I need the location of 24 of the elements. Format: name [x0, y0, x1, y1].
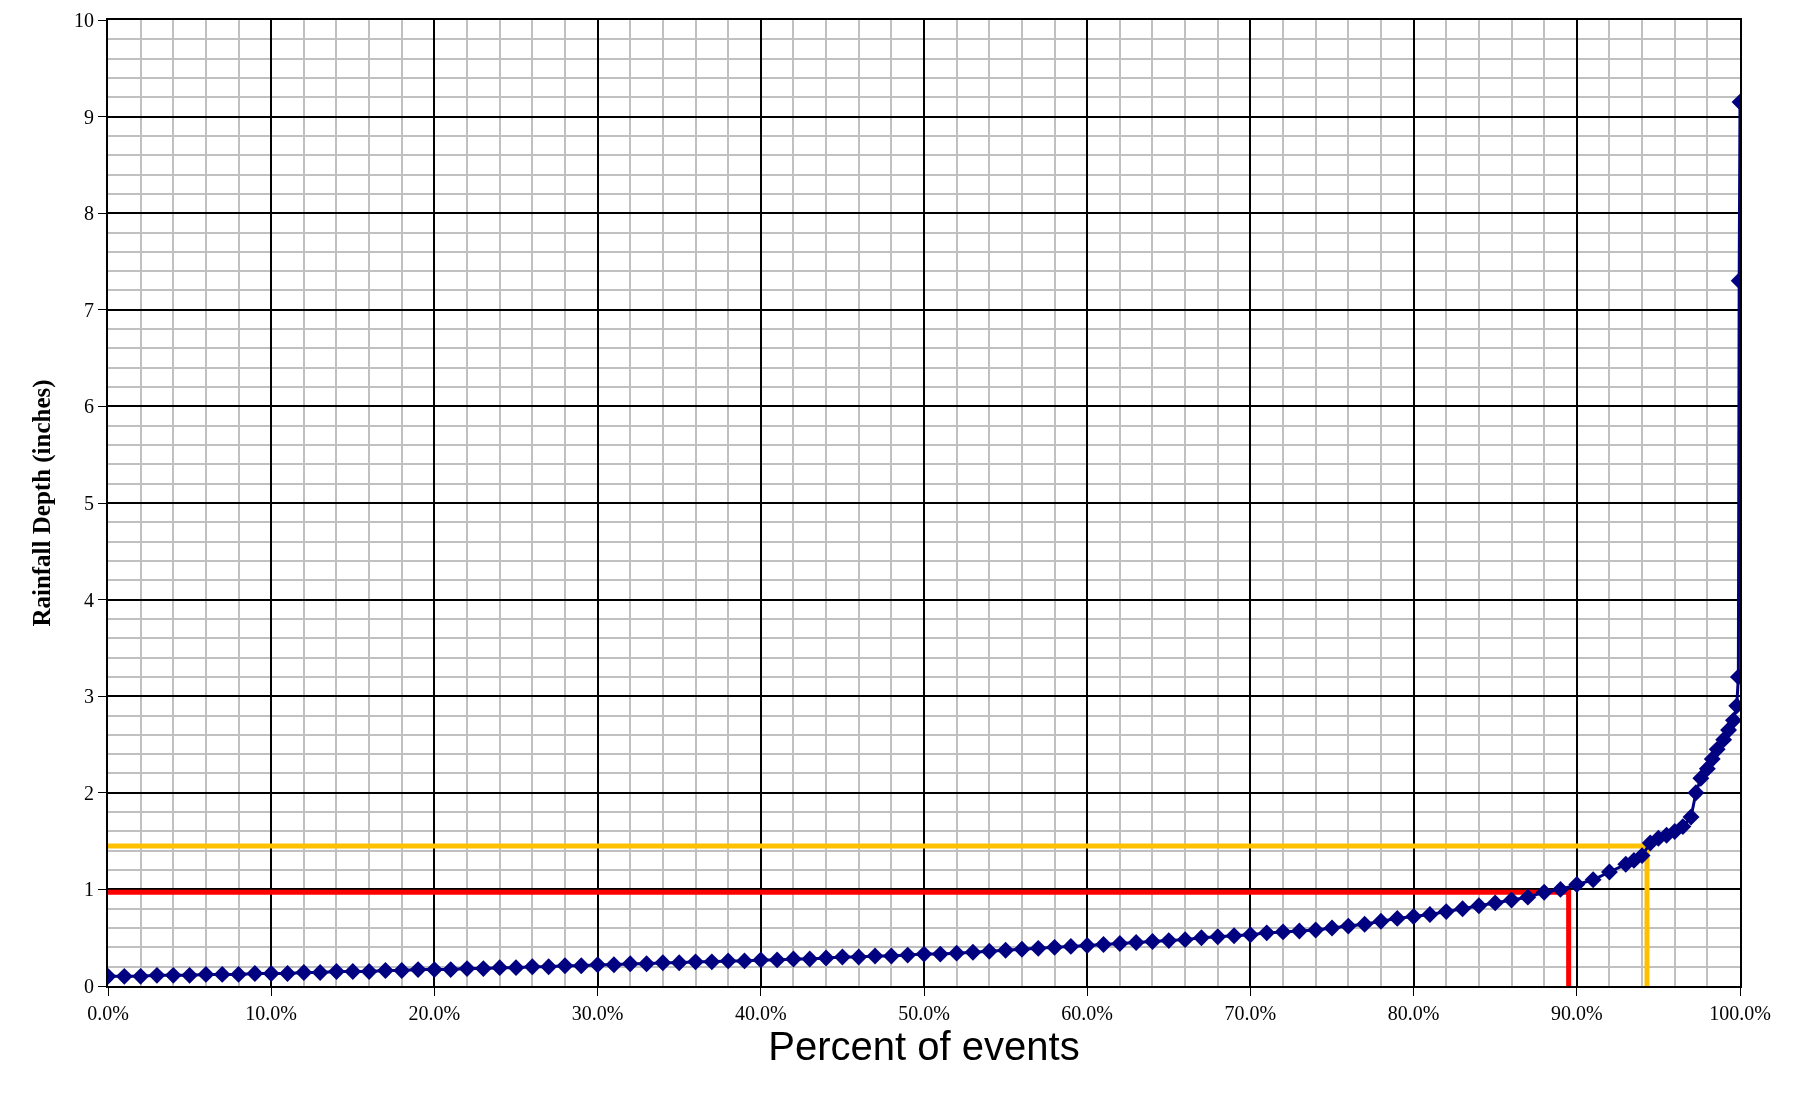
y-tick-label: 7: [84, 298, 94, 321]
y-tick-label: 4: [84, 588, 94, 611]
x-tick-label: 30.0%: [571, 1002, 624, 1024]
y-tick-label: 8: [84, 202, 94, 225]
x-tick-label: 90.0%: [1550, 1002, 1603, 1024]
y-axis-title: Rainfall Depth (inches): [28, 379, 57, 627]
y-tick-label: 5: [84, 492, 94, 514]
x-tick-label: 0.0%: [87, 1002, 129, 1024]
y-tick-label: 0: [84, 975, 94, 997]
x-axis-title: Percent of events: [768, 1024, 1080, 1068]
x-tick-label: 60.0%: [1061, 1002, 1114, 1024]
y-tick-label: 2: [84, 781, 94, 804]
x-tick-label: 10.0%: [245, 1002, 298, 1024]
x-tick-label: 100.0%: [1709, 1002, 1771, 1024]
y-tick-label: 1: [84, 878, 94, 901]
y-tick-label: 6: [84, 395, 94, 418]
x-tick-label: 20.0%: [408, 1002, 461, 1024]
y-tick-label: 9: [84, 105, 94, 128]
y-tick-label: 3: [84, 685, 94, 708]
x-tick-label: 80.0%: [1387, 1002, 1440, 1024]
y-tick-label: 10: [74, 9, 94, 31]
x-tick-label: 50.0%: [898, 1002, 950, 1024]
x-tick-label: 40.0%: [734, 1002, 787, 1024]
x-tick-label: 70.0%: [1224, 1002, 1277, 1024]
